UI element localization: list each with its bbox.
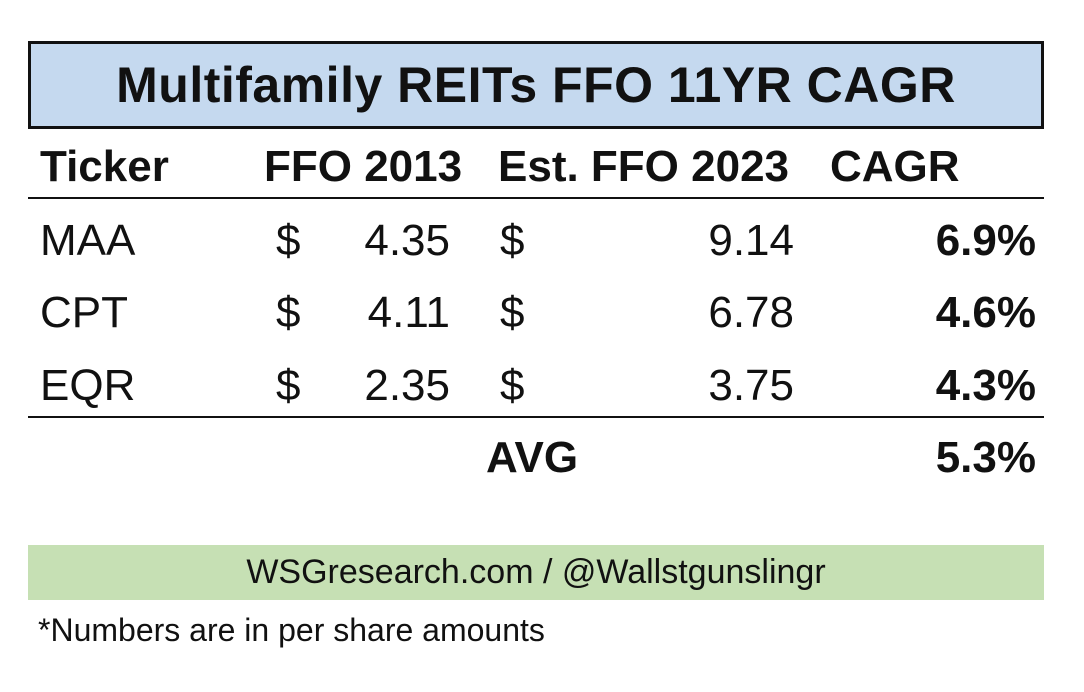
title-banner: Multifamily REITs FFO 11YR CAGR	[28, 41, 1044, 129]
table-cell-currency: $	[276, 361, 301, 410]
table-cell-cagr: 4.3%	[935, 361, 1036, 410]
header-divider	[28, 197, 1044, 199]
table-cell-currency: $	[276, 216, 301, 265]
column-header-est-ffo-2023: Est. FFO 2023	[498, 142, 790, 191]
table-cell-currency: $	[500, 288, 525, 337]
table-cell-currency: $	[500, 216, 525, 265]
table-cell-ticker: MAA	[40, 216, 136, 265]
table-cell-ffo-2013: 2.35	[364, 361, 450, 410]
table-cell-currency: $	[276, 288, 301, 337]
table-cell-est-ffo-2023: 3.75	[708, 361, 794, 410]
total-divider	[28, 416, 1044, 418]
page-title: Multifamily REITs FFO 11YR CAGR	[116, 57, 956, 113]
column-header-cagr: CAGR	[830, 142, 960, 191]
footer-banner: WSGresearch.com / @Wallstgunslingr	[28, 545, 1044, 600]
average-label: AVG	[486, 433, 579, 482]
table-cell-ffo-2013: 4.11	[367, 288, 450, 337]
table-cell-cagr: 4.6%	[935, 288, 1036, 337]
footer-credit: WSGresearch.com / @Wallstgunslingr	[246, 553, 826, 591]
table-cell-ticker: EQR	[40, 361, 136, 410]
column-header-ffo-2013: FFO 2013	[264, 142, 463, 191]
table-cell-cagr: 6.9%	[935, 216, 1036, 265]
table-cell-currency: $	[500, 361, 525, 410]
table-cell-est-ffo-2023: 6.78	[708, 288, 794, 337]
table-cell-est-ffo-2023: 9.14	[708, 216, 794, 265]
table-cell-ffo-2013: 4.35	[364, 216, 450, 265]
column-header-ticker: Ticker	[40, 142, 169, 191]
average-value: 5.3%	[935, 433, 1036, 482]
table-cell-ticker: CPT	[40, 288, 128, 337]
footnote: *Numbers are in per share amounts	[38, 612, 545, 648]
